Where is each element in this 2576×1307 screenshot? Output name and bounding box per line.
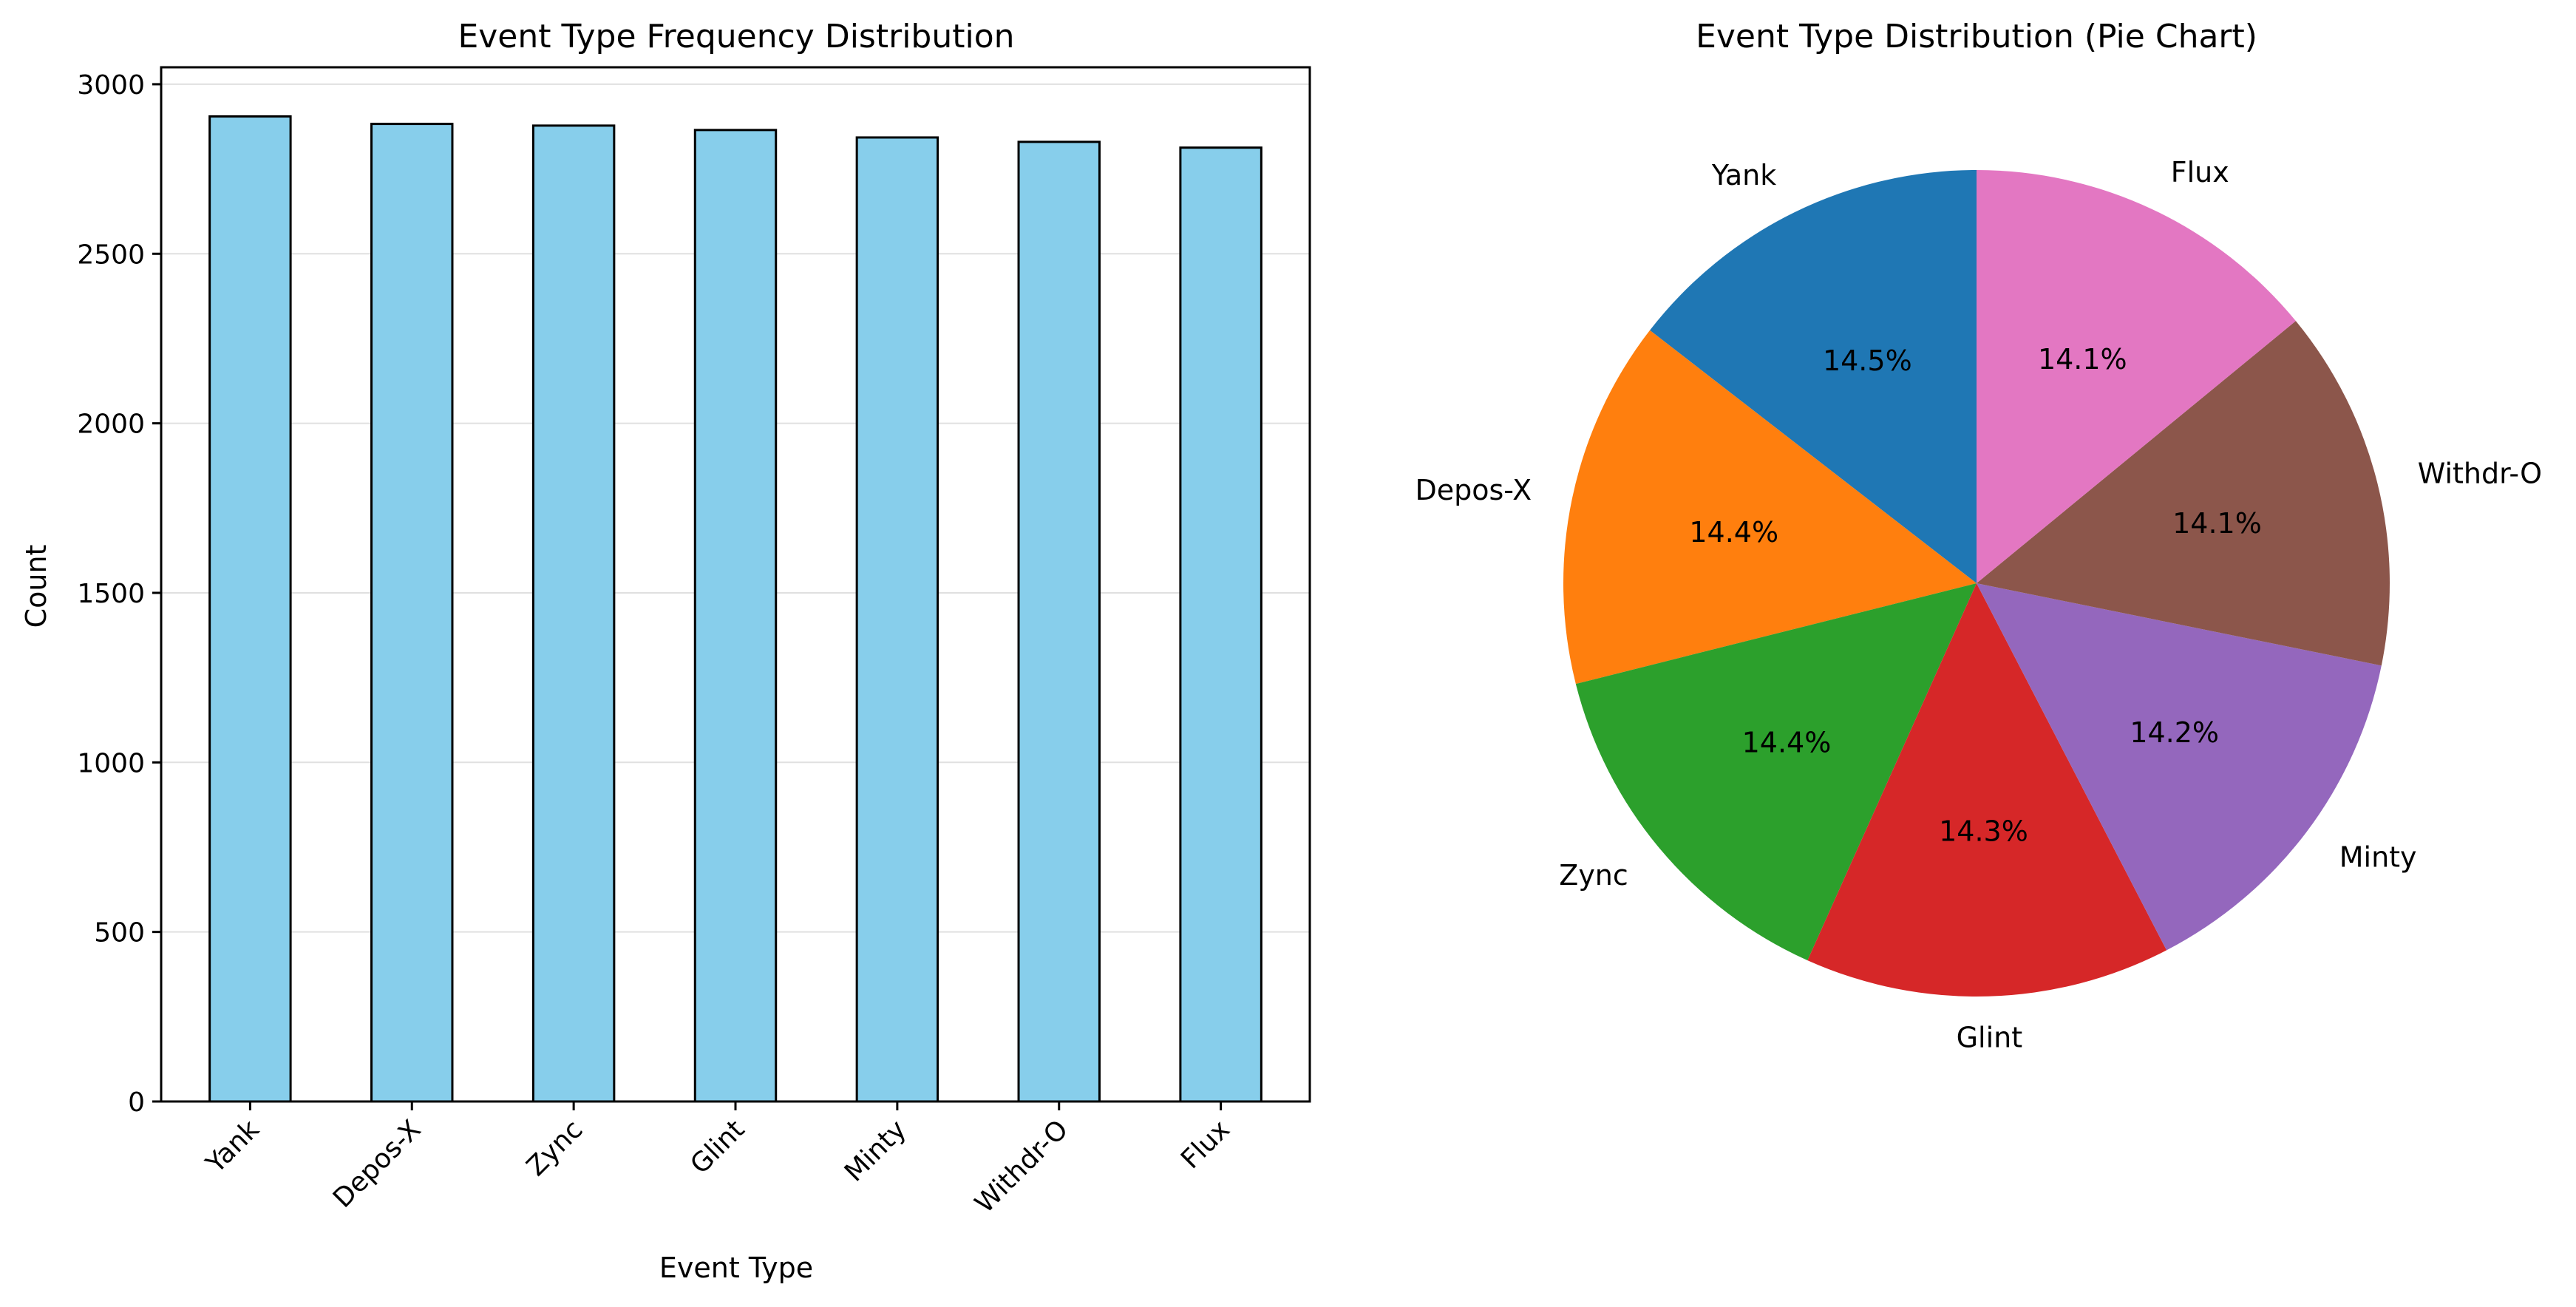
pie-label: Zync — [1559, 859, 1628, 892]
bar-series — [208, 115, 1262, 1103]
x-tick-label: Flux — [1175, 1114, 1236, 1175]
pie-percent-labels: 14.5% 14.4% 14.4% 14.3% 14.2% 14.1% 14.1% — [1689, 343, 2261, 848]
y-tick-label: 2500 — [77, 240, 145, 270]
bar-zync — [531, 124, 616, 1103]
pie-slices — [1563, 170, 2390, 997]
pie-chart-title: Event Type Distribution (Pie Chart) — [1696, 18, 2257, 55]
bar-flux — [1179, 146, 1262, 1103]
x-tick-label: Minty — [839, 1114, 912, 1187]
pie-label: Glint — [1957, 1022, 2023, 1054]
pie-label: Yank — [1711, 159, 1776, 191]
bar-depos-x — [370, 123, 454, 1103]
y-tick-label: 0 — [128, 1087, 145, 1118]
bar-y-axis: 0 500 1000 1500 2000 2500 3000 — [77, 70, 161, 1118]
pie-slice-minty — [1977, 583, 2382, 951]
pie-slice-flux — [1977, 170, 2296, 583]
y-tick-label: 1000 — [77, 748, 145, 778]
bar-y-axis-label: Count — [20, 545, 52, 628]
bar-minty — [855, 136, 939, 1103]
y-tick-label: 3000 — [77, 70, 145, 101]
x-tick-label: Withdr-O — [969, 1114, 1074, 1219]
pie-label: Minty — [2339, 841, 2417, 874]
pie-percent-label: 14.2% — [2130, 716, 2219, 749]
y-tick-label: 1500 — [77, 579, 145, 609]
bar-glint — [693, 129, 778, 1103]
x-tick-label: Depos-X — [327, 1114, 427, 1214]
x-tick-label: Glint — [684, 1114, 750, 1180]
pie-slice-glint — [1807, 583, 2167, 997]
bar-x-axis: Yank Depos-X Zync Glint Minty Withdr-O Flux — [200, 1101, 1236, 1219]
pie-slice-yank — [1650, 170, 1977, 583]
x-tick-label: Zync — [521, 1114, 589, 1182]
bar-withdr-o — [1017, 140, 1101, 1103]
bar-chart: Event Type Frequency Distribution 0 500 10… — [20, 18, 1311, 1284]
bar-chart-title: Event Type Frequency Distribution — [458, 18, 1014, 55]
pie-percent-label: 14.1% — [2172, 507, 2262, 540]
pie-slice-depos-x — [1563, 330, 1977, 685]
pie-percent-label: 14.1% — [2038, 343, 2127, 376]
pie-percent-label: 14.5% — [1823, 344, 1912, 377]
pie-label: Flux — [2171, 156, 2229, 189]
pie-percent-label: 14.4% — [1742, 726, 1832, 758]
pie-percent-label: 14.4% — [1689, 516, 1778, 549]
bar-x-axis-label: Event Type — [659, 1252, 813, 1284]
y-tick-label: 500 — [94, 918, 145, 948]
pie-slice-withdr-o — [1977, 321, 2390, 666]
pie-slice-zync — [1575, 583, 1977, 961]
pie-chart: Event Type Distribution (Pie Chart) Yank… — [1415, 18, 2542, 1054]
pie-percent-label: 14.3% — [1939, 815, 2028, 847]
pie-label: Withdr-O — [2418, 458, 2542, 490]
y-tick-label: 2000 — [77, 410, 145, 440]
x-tick-label: Yank — [200, 1114, 265, 1179]
bar-yank — [208, 115, 292, 1103]
pie-label: Depos-X — [1415, 474, 1532, 506]
pie-labels: Yank Depos-X Zync Glint Minty Withdr-O Flux — [1415, 156, 2542, 1054]
